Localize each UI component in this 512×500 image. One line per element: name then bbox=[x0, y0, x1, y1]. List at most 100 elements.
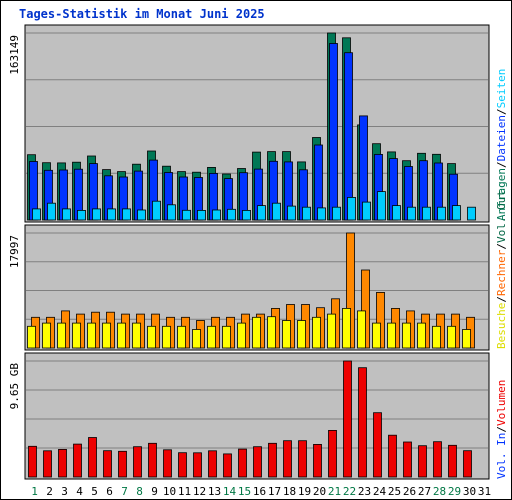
bar-volumen-day-23 bbox=[358, 367, 367, 478]
x-tick-label-day-18: 18 bbox=[283, 485, 296, 498]
right-legend-top: Anfragen/Dateien/Seiten bbox=[495, 69, 508, 221]
bar-seiten-day-3 bbox=[62, 208, 71, 221]
bar-besuche-day-12 bbox=[192, 329, 201, 349]
bar-besuche-day-29 bbox=[447, 325, 456, 349]
legend-vol-in: Vol. In bbox=[495, 433, 508, 479]
bar-volumen-day-7 bbox=[118, 450, 127, 478]
bar-volumen-day-17 bbox=[268, 442, 277, 478]
legend-separator: / bbox=[495, 161, 508, 168]
bar-besuche-day-15 bbox=[237, 322, 246, 349]
bar-seiten-day-20 bbox=[317, 207, 326, 221]
bar-seiten-day-18 bbox=[287, 205, 296, 221]
x-tick-label-day-26: 26 bbox=[403, 485, 416, 498]
bar-seiten-day-2 bbox=[47, 202, 56, 221]
bar-besuche-day-21 bbox=[327, 313, 336, 349]
bar-volumen-day-12 bbox=[193, 452, 202, 478]
bar-volumen-day-22 bbox=[343, 360, 352, 478]
bar-seiten-day-16 bbox=[257, 205, 266, 221]
bar-dateien-day-21 bbox=[329, 43, 338, 221]
legend-separator: / bbox=[495, 243, 508, 250]
bar-volumen-day-3 bbox=[58, 448, 67, 478]
x-tick-label-day-19: 19 bbox=[298, 485, 311, 498]
bar-besuche-day-8 bbox=[132, 322, 141, 349]
bar-besuche-day-6 bbox=[102, 322, 111, 349]
bar-volumen-day-9 bbox=[148, 442, 157, 478]
bar-besuche-day-19 bbox=[297, 320, 306, 349]
bar-volumen-day-8 bbox=[133, 446, 142, 478]
x-tick-label-day-3: 3 bbox=[61, 485, 68, 498]
bar-besuche-day-18 bbox=[282, 320, 291, 349]
legend-separator: / bbox=[495, 426, 508, 433]
bar-seiten-day-19 bbox=[302, 206, 311, 221]
legend-separator: / bbox=[495, 296, 508, 303]
bar-seiten-day-28 bbox=[437, 206, 446, 221]
bar-seiten-day-15 bbox=[242, 209, 251, 221]
x-tick-label-day-30: 30 bbox=[463, 485, 476, 498]
bar-seiten-day-10 bbox=[167, 204, 176, 221]
bar-besuche-day-4 bbox=[72, 322, 81, 349]
bar-besuche-day-16 bbox=[252, 316, 261, 349]
bar-volumen-day-26 bbox=[403, 441, 412, 478]
chart-title: Tages-Statistik im Monat Juni 2025 bbox=[19, 7, 265, 21]
bar-seiten-day-11 bbox=[182, 209, 191, 221]
bar-dateien-day-22 bbox=[344, 52, 353, 221]
x-tick-label-day-29: 29 bbox=[448, 485, 461, 498]
legend-besuche: Besuche bbox=[495, 303, 508, 349]
bar-volumen-day-29 bbox=[448, 444, 457, 478]
bar-volumen-day-13 bbox=[208, 450, 217, 478]
bar-seiten-day-26 bbox=[407, 206, 416, 221]
bar-besuche-day-13 bbox=[207, 325, 216, 349]
legend-volumen: Volumen bbox=[495, 380, 508, 426]
x-tick-label-day-7: 7 bbox=[121, 485, 128, 498]
max-label-middle: 17997 bbox=[8, 235, 21, 268]
x-tick-label-day-8: 8 bbox=[136, 485, 143, 498]
bar-besuche-day-23 bbox=[357, 310, 366, 349]
x-tick-label-day-27: 27 bbox=[418, 485, 431, 498]
bar-volumen-day-27 bbox=[418, 445, 427, 478]
x-tick-label-day-23: 23 bbox=[358, 485, 371, 498]
bar-besuche-day-2 bbox=[42, 322, 51, 349]
bar-volumen-day-24 bbox=[373, 412, 382, 478]
bar-volumen-day-20 bbox=[313, 443, 322, 478]
bar-volumen-day-28 bbox=[433, 441, 442, 478]
bar-besuche-day-17 bbox=[267, 316, 276, 349]
bar-seiten-day-5 bbox=[92, 208, 101, 221]
x-tick-label-day-2: 2 bbox=[46, 485, 53, 498]
x-tick-label-day-24: 24 bbox=[373, 485, 387, 498]
legend-seiten: Seiten bbox=[495, 69, 508, 109]
panels-layer bbox=[24, 24, 490, 480]
bar-besuche-day-28 bbox=[432, 325, 441, 349]
bar-volumen-day-19 bbox=[298, 440, 307, 478]
bar-volumen-day-5 bbox=[88, 437, 97, 478]
legend-vol-out: Vol. Out bbox=[495, 190, 508, 243]
bar-besuche-day-20 bbox=[312, 316, 321, 349]
bar-seiten-day-14 bbox=[227, 208, 236, 221]
bar-volumen-day-30 bbox=[463, 450, 472, 478]
bar-besuche-day-24 bbox=[372, 322, 381, 349]
bar-volumen-day-18 bbox=[283, 440, 292, 478]
bar-seiten-day-24 bbox=[377, 191, 386, 221]
bar-volumen-day-4 bbox=[73, 443, 82, 478]
bar-volumen-day-16 bbox=[253, 446, 262, 478]
bar-besuche-day-3 bbox=[57, 322, 66, 349]
bar-besuche-day-9 bbox=[147, 325, 156, 349]
x-tick-label-day-28: 28 bbox=[433, 485, 446, 498]
max-label-bottom: 9.65 GB bbox=[8, 363, 21, 410]
bar-besuche-day-5 bbox=[87, 322, 96, 349]
bar-seiten-day-6 bbox=[107, 208, 116, 221]
x-tick-label-day-1: 1 bbox=[31, 485, 38, 498]
bar-besuche-day-7 bbox=[117, 322, 126, 349]
bar-seiten-day-21 bbox=[332, 206, 341, 221]
x-tick-label-day-6: 6 bbox=[106, 485, 113, 498]
bar-seiten-day-12 bbox=[197, 209, 206, 221]
x-tick-label-day-20: 20 bbox=[313, 485, 326, 498]
bar-seiten-day-17 bbox=[272, 202, 281, 221]
x-tick-label-day-25: 25 bbox=[388, 485, 401, 498]
x-tick-label-day-17: 17 bbox=[268, 485, 281, 498]
bar-seiten-day-25 bbox=[392, 205, 401, 221]
x-tick-label-day-5: 5 bbox=[91, 485, 98, 498]
bar-besuche-day-25 bbox=[387, 322, 396, 349]
legend-dateien: Dateien bbox=[495, 115, 508, 161]
bar-seiten-day-22 bbox=[347, 196, 356, 221]
bar-seiten-day-8 bbox=[137, 209, 146, 221]
